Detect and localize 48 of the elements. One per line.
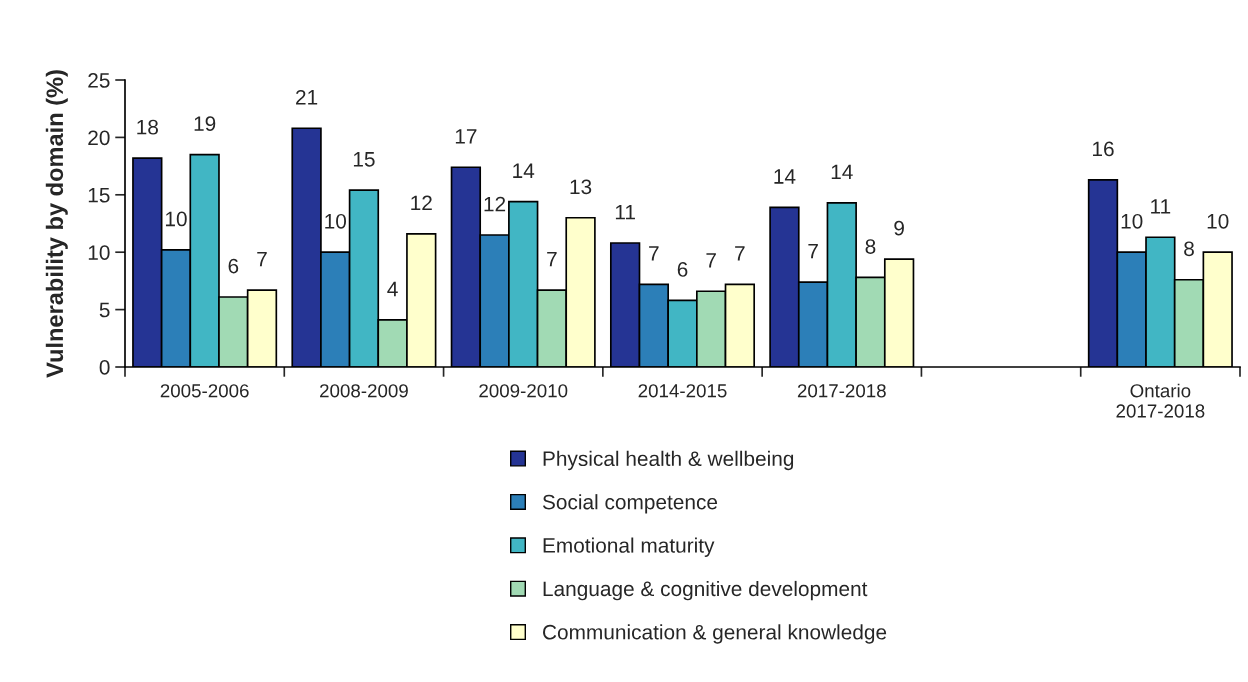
- data-label: 19: [194, 116, 216, 132]
- data-label: 18: [137, 119, 158, 135]
- legend-label: Social competence: [542, 494, 718, 514]
- y-tick-label: 25: [88, 73, 110, 88]
- data-label: 11: [615, 204, 635, 220]
- data-label: 8: [1184, 241, 1194, 257]
- x-tick-label: 2008-2009: [320, 384, 408, 398]
- data-label: 4: [387, 281, 398, 297]
- data-label: 7: [706, 253, 716, 268]
- data-label: 6: [677, 262, 688, 277]
- legend-label: Physical health & wellbeing: [543, 450, 794, 471]
- data-label: 7: [808, 243, 818, 259]
- data-label: 14: [774, 169, 796, 184]
- data-label: 14: [513, 163, 535, 178]
- x-tick-label: 2005-2006: [160, 384, 249, 398]
- data-label: 10: [165, 211, 187, 227]
- data-label: 10: [1121, 213, 1143, 229]
- x-tick-label: Ontario 2017-2018: [1116, 383, 1205, 418]
- data-label: 13: [570, 179, 592, 195]
- y-tick-label: 5: [99, 302, 110, 318]
- data-label: 12: [484, 196, 506, 212]
- y-axis-title: Vulnerability by domain (%): [45, 70, 68, 378]
- data-label: 17: [455, 129, 477, 144]
- y-tick-label: 0: [99, 360, 110, 375]
- data-label: 7: [547, 251, 557, 267]
- data-label: 21: [296, 89, 318, 105]
- data-label: 10: [325, 213, 347, 229]
- x-tick-label: 2017-2018: [797, 384, 886, 398]
- data-label: 15: [353, 152, 375, 167]
- x-tick-label: 2009-2010: [479, 384, 568, 398]
- x-tick-label: 2014-2015: [638, 384, 727, 398]
- data-label: 7: [257, 251, 267, 267]
- data-label: 7: [649, 246, 659, 261]
- data-label: 8: [865, 239, 876, 254]
- data-label: 16: [1093, 141, 1114, 157]
- data-label: 6: [228, 258, 239, 274]
- data-label: 12: [411, 195, 432, 211]
- data-label: 14: [831, 164, 853, 180]
- y-tick-label: 15: [88, 188, 110, 203]
- legend-label: Communication & general knowledge: [543, 624, 887, 644]
- data-label: 9: [894, 220, 904, 236]
- data-label: 7: [735, 246, 745, 261]
- data-label: 11: [1151, 199, 1171, 214]
- y-tick-label: 20: [88, 130, 110, 146]
- legend-label: Emotional maturity: [543, 537, 715, 557]
- legend-label: Language & cognitive development: [543, 580, 868, 601]
- y-tick-label: 10: [88, 245, 110, 260]
- data-label: 10: [1207, 213, 1229, 229]
